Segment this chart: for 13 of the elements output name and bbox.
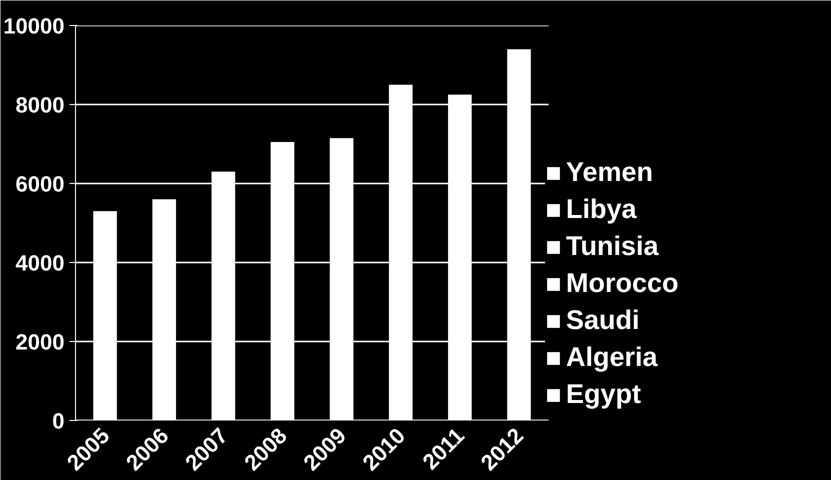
legend-label: Egypt — [566, 379, 642, 410]
y-tick-label: 10000 — [3, 14, 65, 38]
y-tick-label: 8000 — [16, 92, 65, 118]
y-tick-label: 6000 — [16, 172, 65, 196]
legend-label: Saudi — [566, 305, 640, 336]
y-tick-label: 0 — [52, 408, 65, 434]
legend-label: Morocco — [566, 268, 679, 299]
legend-label: Libya — [566, 194, 637, 225]
y-tick-label: 4000 — [16, 250, 65, 276]
legend-label: Tunisia — [566, 231, 659, 262]
legend-label: Yemen — [566, 157, 654, 188]
y-tick-label: 2000 — [16, 330, 65, 354]
legend-label: Algeria — [566, 342, 658, 373]
